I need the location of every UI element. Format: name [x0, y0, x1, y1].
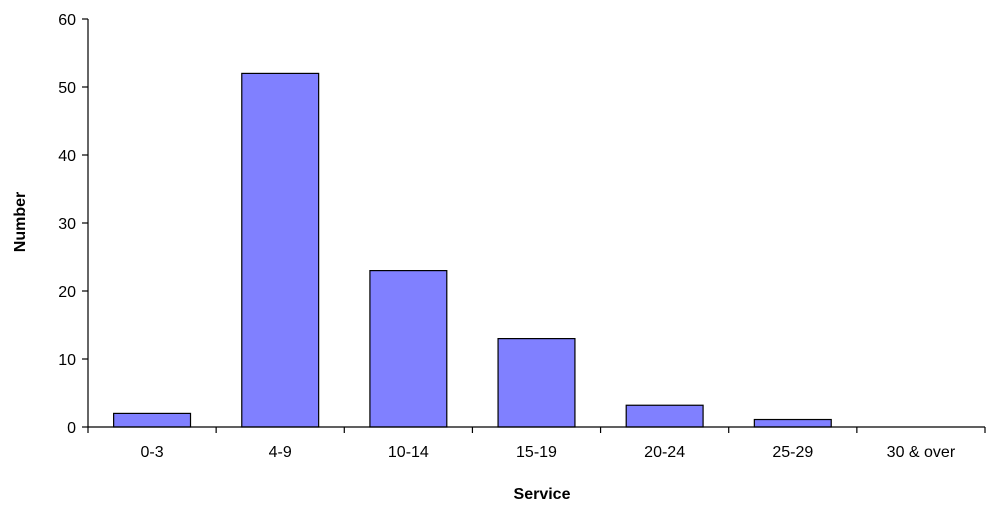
y-tick-label: 30	[58, 216, 76, 233]
bars-layer	[113, 72, 832, 428]
y-tick-label: 10	[58, 352, 76, 369]
y-tick-label: 20	[58, 284, 76, 301]
y-tick-label: 50	[58, 80, 76, 97]
x-axis-title: Service	[514, 486, 571, 503]
y-axis-ticks: 0 10 20 30 40 50 60	[58, 12, 88, 437]
x-tick-label: 10-14	[388, 444, 429, 461]
x-tick-label: 15-19	[516, 444, 557, 461]
bar-20-24	[625, 404, 704, 428]
bar-15-19	[497, 338, 576, 428]
bar-4-9	[241, 72, 320, 428]
x-tick-label: 0-3	[141, 444, 164, 461]
bar-10-14	[369, 270, 448, 428]
y-axis-title: Number	[12, 192, 29, 252]
x-tick-label: 20-24	[644, 444, 685, 461]
x-tick-label: 30 & over	[887, 444, 956, 461]
x-tick-label: 25-29	[772, 444, 813, 461]
bar-0-3	[113, 412, 192, 428]
bar-25-29	[753, 418, 832, 428]
y-tick-label: 40	[58, 148, 76, 165]
x-tick-label: 4-9	[269, 444, 292, 461]
y-tick-label: 0	[67, 420, 76, 437]
x-axis-ticks: 0-3 4-9 10-14 15-19 20-24 25-29 30 & over	[87, 427, 986, 461]
y-tick-label: 60	[58, 12, 76, 29]
